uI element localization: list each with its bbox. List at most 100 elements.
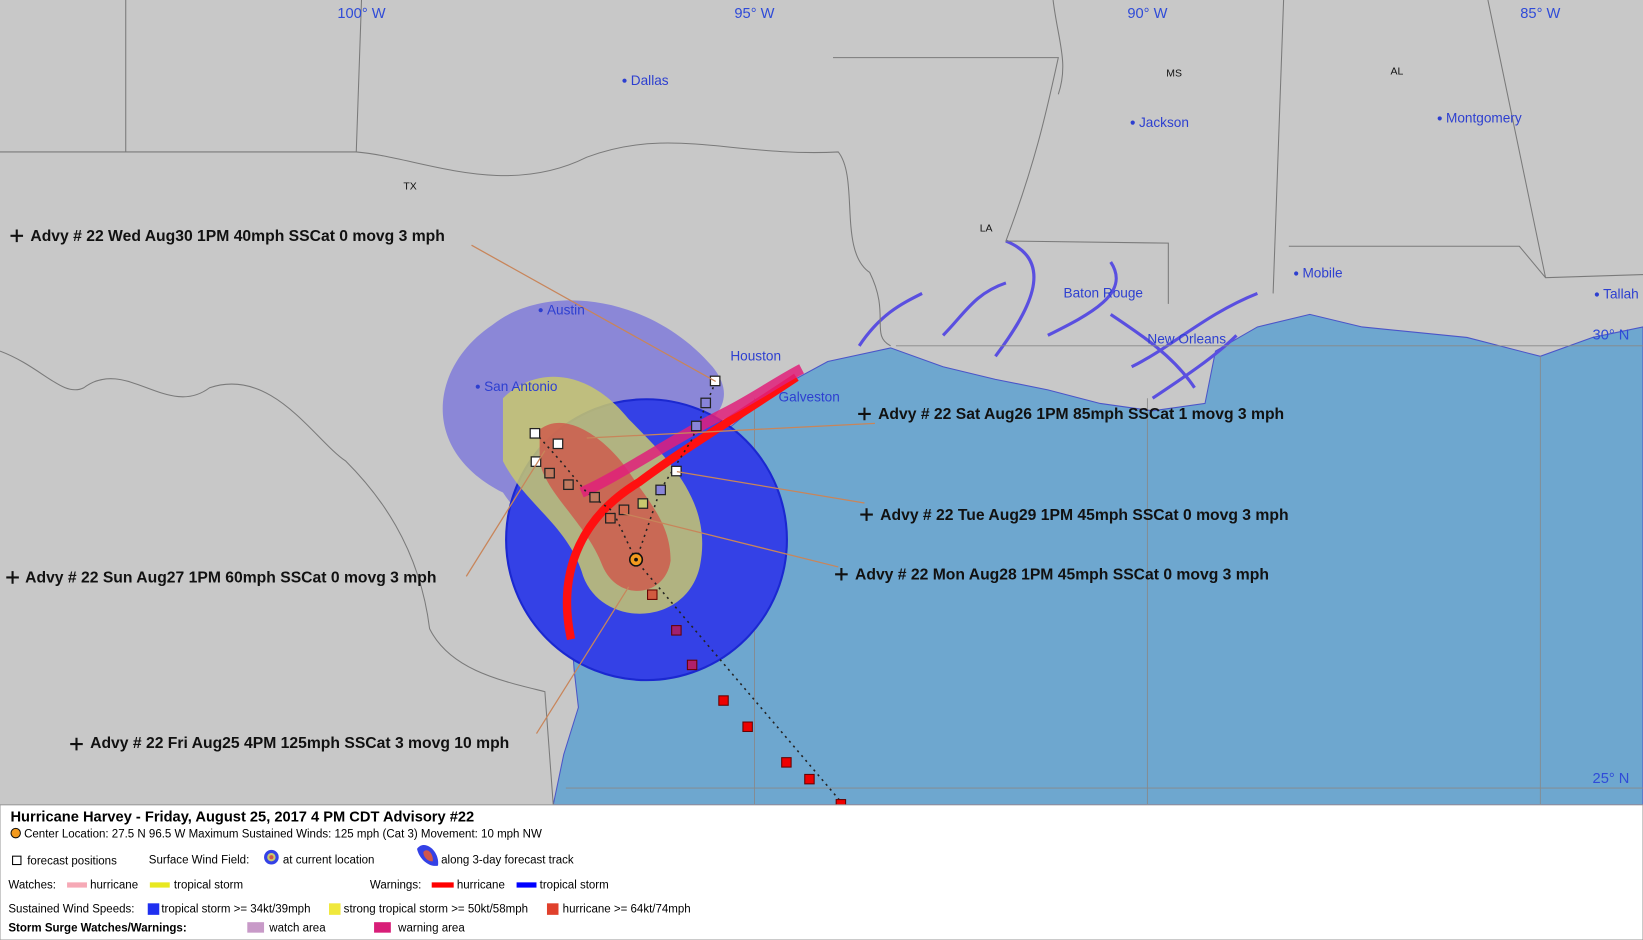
leader-line: [465, 450, 546, 577]
legend-text: hurricane >= 64kt/74mph: [563, 904, 691, 916]
forecast-position: [529, 427, 541, 439]
leader-lines: [465, 244, 875, 734]
leader-line: [623, 512, 839, 568]
past-position: [742, 721, 753, 732]
longitude-label: 95° W: [734, 6, 774, 22]
surge-swatch: [374, 922, 391, 933]
state-label: LA: [980, 224, 993, 235]
longitude-label: 90° W: [1127, 6, 1167, 22]
warning-swatch: [516, 882, 537, 888]
current-center-dot: [634, 557, 638, 562]
move-icon: [835, 567, 848, 581]
past-position: [686, 659, 698, 671]
legend-text: Watches:: [8, 880, 56, 892]
cities: Dallas Jackson Montgomery Austin San Ant…: [475, 73, 1639, 404]
hurricane-warning-coast: [562, 373, 799, 641]
wind-field-icon: [269, 855, 274, 860]
surge-swatch: [247, 922, 265, 933]
past-position: [718, 695, 729, 706]
legend-text: hurricane: [457, 880, 505, 892]
legend-text: strong tropical storm >= 50kt/58mph: [344, 904, 528, 916]
legend-title: Hurricane Harvey - Friday, August 25, 20…: [10, 810, 474, 826]
forecast-position: [544, 467, 555, 479]
city-dot: [538, 308, 543, 313]
city-dot: [1294, 271, 1299, 276]
city-label: Baton Rouge: [1064, 286, 1143, 301]
city-label: San Antonio: [484, 379, 557, 394]
city-label: Mobile: [1302, 266, 1342, 281]
forecast-position-icon: [12, 855, 22, 866]
leader-line: [535, 586, 630, 734]
advisory-label: Advy # 22 Wed Aug30 1PM 40mph SSCat 0 mo…: [30, 228, 444, 245]
coastal-wetlands: [857, 239, 1258, 400]
forecast-position: [637, 498, 649, 509]
legend: Hurricane Harvey - Friday, August 25, 20…: [0, 804, 1643, 940]
borders: [0, 0, 1643, 805]
state-label: MS: [1166, 68, 1182, 79]
legend-text: Sustained Wind Speeds:: [8, 904, 134, 916]
forecast-position: [605, 512, 616, 524]
center-icon: [10, 827, 21, 839]
move-icon: [10, 229, 24, 243]
forecast-positions: [529, 375, 721, 524]
advisory-labels: Advy # 22 Wed Aug30 1PM 40mph SSCat 0 mo…: [6, 228, 1289, 752]
storm-surge-warning-area: [579, 364, 805, 498]
legend-text: tropical storm: [540, 880, 609, 892]
city-dot: [622, 78, 627, 83]
city-dot: [1130, 120, 1135, 125]
city-label: Dallas: [631, 73, 669, 88]
past-position: [804, 773, 815, 785]
legend-text: Warnings:: [370, 880, 421, 892]
city-label: Jackson: [1139, 115, 1189, 130]
wind-swath-icon: [423, 850, 433, 862]
legend-text: tropical storm: [174, 880, 243, 892]
city-dot: [475, 384, 480, 389]
move-icon: [70, 737, 83, 751]
speed-swatch: [329, 903, 341, 915]
advisory-label: Advy # 22 Sun Aug27 1PM 60mph SSCat 0 mo…: [25, 570, 436, 587]
forecast-position: [690, 420, 702, 432]
past-position: [647, 589, 658, 600]
move-icon: [858, 407, 871, 421]
leader-line: [471, 244, 716, 382]
forecast-position: [563, 479, 574, 491]
state-label: TX: [403, 182, 416, 193]
legend-text: forecast positions: [27, 856, 117, 868]
city-label: Tallah: [1603, 287, 1639, 302]
speed-swatch: [147, 903, 160, 915]
advisory-label: Advy # 22 Fri Aug25 4PM 125mph SSCat 3 m…: [90, 735, 509, 752]
leader-line: [676, 470, 865, 504]
move-icon: [6, 571, 19, 584]
move-icon: [860, 508, 873, 521]
past-position: [781, 757, 792, 768]
city-label: Montgomery: [1446, 111, 1522, 126]
legend-text: tropical storm >= 34kt/39mph: [161, 904, 310, 916]
advisory-label: Advy # 22 Sat Aug26 1PM 85mph SSCat 1 mo…: [878, 406, 1284, 423]
legend-panel: [0, 804, 1643, 940]
advisory-label: Advy # 22 Tue Aug29 1PM 45mph SSCat 0 mo…: [880, 507, 1288, 524]
legend-text: hurricane: [90, 880, 138, 892]
forecast-position: [552, 438, 564, 450]
longitude-label: 85° W: [1520, 6, 1560, 22]
forecast-position: [700, 397, 712, 409]
forecast-position: [530, 456, 542, 467]
past-position: [671, 625, 682, 636]
forecast-position: [655, 484, 667, 496]
legend-text: warning area: [397, 923, 465, 935]
state-label: AL: [1390, 66, 1403, 77]
state-border: [356, 0, 1643, 347]
legend-text: at current location: [283, 855, 375, 867]
legend-text: watch area: [268, 923, 326, 935]
latitude-label: 30° N: [1593, 328, 1630, 344]
warning-swatch: [431, 882, 454, 888]
leader-line: [586, 422, 875, 439]
legend-text: along 3-day forecast track: [441, 855, 574, 867]
legend-text: Storm Surge Watches/Warnings:: [8, 923, 186, 935]
watch-swatch: [149, 882, 170, 888]
city-dot: [1437, 116, 1442, 121]
city-label: New Orleans: [1147, 332, 1226, 347]
city-label: Galveston: [779, 389, 840, 404]
forecast-position: [671, 465, 682, 477]
